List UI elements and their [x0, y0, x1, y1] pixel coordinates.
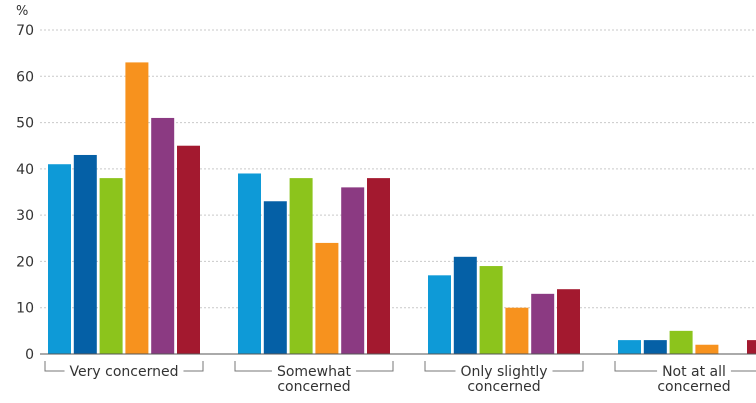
bar: [125, 62, 149, 355]
bar: [643, 340, 667, 354]
y-tick-label: 50: [16, 116, 34, 132]
bar: [557, 289, 580, 354]
bar: [99, 178, 123, 354]
gridlines: [40, 29, 756, 309]
bar: [289, 178, 313, 354]
bar: [747, 340, 756, 354]
y-tick-label: 10: [16, 301, 34, 317]
bar: [73, 154, 97, 354]
category-label: concerned: [467, 379, 540, 395]
category-bracket-right: [730, 370, 756, 372]
category-bracket-left: [44, 361, 65, 372]
bars: [48, 62, 756, 355]
bar: [238, 173, 261, 354]
category-bracket-left: [424, 361, 456, 372]
y-axis: % 0 10 20 30 40 50 60 70: [16, 4, 34, 363]
bar: [48, 164, 71, 354]
bar: [453, 256, 477, 354]
category-bracket-right: [356, 361, 394, 372]
y-tick-label: 60: [16, 69, 34, 85]
category-label: concerned: [657, 379, 730, 395]
category-label: concerned: [277, 379, 350, 395]
y-tick-label: 30: [16, 208, 34, 224]
bar: [263, 201, 287, 354]
y-tick-label: 70: [16, 23, 34, 39]
category-label-group: Very concerned: [44, 361, 204, 380]
y-tick-label: 0: [25, 347, 34, 363]
y-tick-label: 20: [16, 254, 34, 270]
bar: [479, 266, 503, 354]
category-label: Very concerned: [70, 364, 179, 380]
category-label: Only slightly: [460, 364, 547, 380]
bar: [177, 145, 200, 354]
category-bracket-left: [234, 361, 272, 372]
category-bracket-right: [552, 361, 584, 372]
category-label: Somewhat: [277, 364, 352, 380]
bar: [695, 344, 719, 354]
bar: [618, 340, 641, 354]
category-bracket-right: [183, 361, 204, 372]
bar: [341, 187, 365, 354]
bar: [669, 330, 693, 354]
bar: [531, 293, 555, 354]
bar: [315, 242, 339, 354]
bar: [367, 178, 390, 354]
bar: [428, 275, 451, 354]
category-bracket-left: [614, 361, 658, 372]
bar: [151, 117, 175, 354]
y-tick-label: 40: [16, 162, 34, 178]
y-axis-unit-label: %: [16, 4, 28, 19]
bar: [505, 307, 529, 354]
category-label: Not at all: [662, 364, 726, 380]
